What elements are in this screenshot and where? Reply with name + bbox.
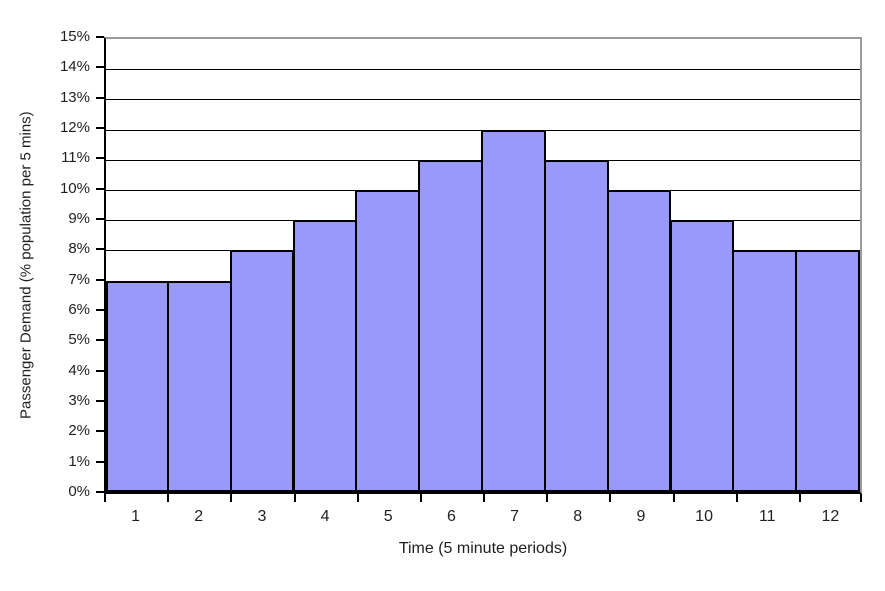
x-tick-label: 4	[320, 508, 330, 525]
y-axis-tick	[96, 36, 104, 38]
y-axis-tick	[96, 187, 104, 190]
x-axis-tick	[609, 494, 612, 502]
y-tick-label: 9%	[68, 210, 90, 227]
y-tick-label: 14%	[59, 58, 90, 76]
bar	[795, 250, 860, 492]
y-tick-label: 13%	[59, 88, 90, 106]
bar	[292, 220, 358, 492]
x-axis-tick	[860, 494, 862, 502]
x-tick-label: 12	[821, 508, 840, 525]
y-axis-tick	[96, 491, 104, 493]
x-tick-label: 7	[510, 508, 520, 525]
x-axis-tick	[672, 494, 675, 502]
y-axis-tick	[96, 400, 104, 402]
y-tick-label: 10%	[59, 179, 90, 197]
x-tick-label: 3	[257, 508, 267, 525]
x-tick-label: 11	[758, 508, 776, 525]
bar	[669, 220, 735, 492]
y-tick-label: 1%	[68, 452, 90, 470]
x-tick-label: 10	[695, 508, 713, 525]
x-axis-tick	[356, 494, 359, 502]
y-tick-label: 7%	[68, 270, 90, 288]
y-axis-tick	[96, 248, 104, 251]
y-tick-label: 11%	[61, 149, 90, 167]
y-tick-label: 4%	[68, 361, 90, 379]
x-axis-tick	[167, 494, 170, 502]
y-axis-tick	[96, 278, 104, 281]
bar	[166, 280, 232, 492]
y-tick-label: 3%	[68, 392, 90, 409]
y-axis-tick	[96, 430, 104, 433]
gridline	[106, 99, 860, 101]
y-axis-tick	[96, 369, 104, 372]
bar	[106, 280, 169, 492]
x-axis-tick	[735, 494, 738, 502]
y-tick-label: 2%	[68, 422, 90, 440]
bar	[418, 159, 483, 492]
bar	[606, 190, 672, 492]
x-axis-tick	[546, 494, 549, 502]
x-tick-label: 5	[383, 508, 393, 525]
bar	[481, 129, 546, 492]
bar	[543, 159, 609, 492]
x-tick-label: 9	[636, 508, 646, 525]
y-axis-tick	[96, 339, 104, 342]
y-tick-label: 5%	[68, 331, 90, 349]
x-tick-label: 6	[446, 508, 456, 525]
plot-area	[104, 37, 862, 494]
y-axis-tick	[96, 96, 104, 99]
y-tick-label: 15%	[59, 28, 90, 45]
y-axis-tick	[96, 66, 104, 69]
x-axis-tick	[293, 494, 296, 502]
y-tick-label: 8%	[68, 240, 90, 258]
x-axis-title: Time (5 minute periods)	[398, 540, 568, 557]
y-tick-label: 12%	[59, 119, 90, 136]
y-axis-tick	[96, 127, 104, 129]
bar	[229, 250, 295, 492]
bar	[732, 250, 798, 492]
x-tick-label: 8	[573, 508, 583, 525]
x-axis-tick	[230, 494, 233, 502]
y-axis-tick	[96, 218, 104, 220]
y-axis-tick	[96, 309, 104, 311]
y-axis-tick	[96, 460, 104, 463]
gridline	[106, 69, 860, 71]
x-axis-tick	[419, 494, 422, 502]
y-tick-label: 0%	[68, 483, 90, 500]
x-axis-tick	[798, 494, 801, 502]
x-axis-tick	[483, 494, 485, 502]
x-axis-tick	[104, 494, 106, 502]
y-tick-label: 6%	[68, 301, 90, 318]
y-axis-tick	[96, 157, 104, 160]
x-tick-label: 1	[131, 508, 141, 525]
x-tick-label: 2	[194, 508, 204, 525]
bar	[355, 190, 421, 492]
